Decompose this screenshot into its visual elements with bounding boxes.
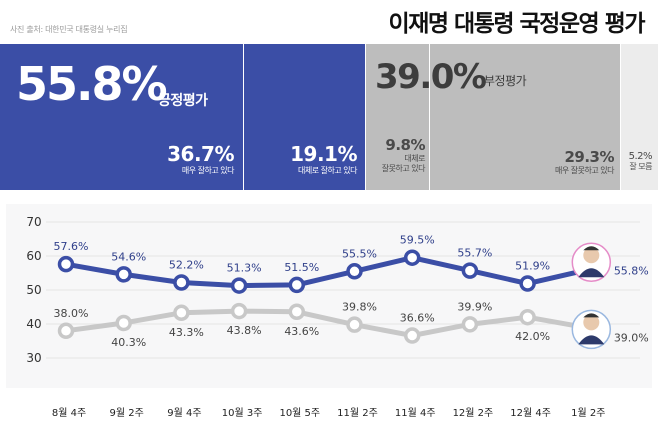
positive-point: [173, 274, 190, 291]
leader-portrait-positive: [571, 242, 612, 283]
positive-data-label: 54.6%: [111, 250, 146, 263]
x-tick-label: 10월 5주: [279, 407, 320, 419]
negative-total-value: 39.0%: [375, 57, 487, 97]
x-tick-label: 11월 2주: [337, 407, 378, 419]
breakdown-somewhat-good: 19.1% 대체로 잘하고 있다: [290, 142, 357, 176]
positive-data-label: 52.2%: [169, 259, 204, 272]
positive-point: [403, 249, 421, 266]
positive-data-label: 51.3%: [227, 262, 262, 275]
breakdown-very-good: 36.7% 매우 잘하고 있다: [167, 142, 234, 176]
negative-data-label: 43.6%: [284, 325, 319, 338]
negative-total-label: 부정평가: [484, 74, 527, 88]
positive-point: [346, 263, 363, 280]
breakdown-label: 대체로: [404, 154, 425, 163]
portrait-hair: [583, 313, 600, 318]
source-caption: 사진 출처: 대한민국 대통령실 누리집: [10, 25, 128, 34]
rating-summary-band: 55.8% 긍정평가 39.0% 부정평가 36.7% 매우 잘하고 있다 19…: [0, 44, 658, 190]
negative-series-line: [63, 308, 588, 339]
negative-data-label: 42.0%: [515, 330, 550, 343]
positive-point: [230, 277, 248, 294]
positive-point: [115, 266, 132, 283]
breakdown-value: 5.2%: [628, 151, 653, 162]
very-good-segment: [0, 44, 243, 190]
negative-point: [461, 316, 479, 333]
breakdown-label: 잘못하고 있다: [381, 164, 426, 173]
breakdown-value: 29.3%: [564, 148, 614, 166]
x-tick-label: 1월 2주: [571, 407, 605, 419]
breakdown-label: 매우 잘하고 있다: [181, 166, 235, 175]
negative-data-label: 39.9%: [457, 300, 492, 313]
dont-know-segment: [621, 44, 658, 190]
negative-point: [230, 302, 248, 320]
positive-data-label: 51.5%: [284, 261, 319, 274]
negative-point: [346, 316, 363, 333]
negative-data-label: 43.3%: [169, 326, 204, 339]
breakdown-value: 19.1%: [290, 142, 357, 166]
negative-point: [173, 304, 190, 322]
breakdown-somewhat-bad: 9.8% 대체로 잘못하고 있다: [381, 136, 426, 174]
breakdown-label: 매우 잘못하고 있다: [555, 166, 614, 175]
y-tick-label: 60: [26, 249, 41, 263]
approval-line-chart: 30 40 50 60 70 8월 4주 9월 2주 9월 4주 10월 3주 10월 5주 11월…: [6, 204, 652, 419]
positive-data-label: 57.6%: [54, 240, 89, 253]
y-tick-label: 40: [26, 317, 41, 331]
portrait-shoulders: [578, 268, 605, 278]
positive-point: [57, 255, 75, 273]
somewhat-bad-segment: [366, 44, 429, 190]
x-tick-label: 9월 2주: [110, 407, 144, 419]
positive-total-value: 55.8%: [16, 57, 168, 111]
breakdown-label: 잘 모름: [629, 162, 652, 171]
somewhat-good-segment: [244, 44, 365, 190]
positive-data-label: 55.5%: [342, 247, 377, 260]
positive-data-label: 51.9%: [515, 260, 550, 273]
y-tick-label: 70: [26, 215, 41, 229]
breakdown-dont-know: 5.2% 잘 모름: [628, 151, 653, 172]
breakdown-value: 9.8%: [385, 136, 425, 154]
positive-point: [519, 275, 536, 292]
negative-point: [288, 303, 306, 321]
page-title: 이재명 대통령 국정운영 평가: [388, 11, 646, 37]
negative-data-label: 43.8%: [227, 324, 262, 337]
portrait-face: [583, 247, 600, 264]
positive-data-label: 55.8%: [614, 264, 649, 277]
y-tick-label: 30: [26, 351, 41, 365]
x-tick-label: 8월 4주: [52, 407, 86, 419]
negative-point: [519, 308, 536, 326]
portrait-hair: [583, 246, 600, 251]
positive-total-label: 긍정평가: [158, 93, 208, 109]
negative-data-label: 36.6%: [400, 312, 435, 325]
x-tick-label: 11월 4주: [395, 407, 436, 419]
breakdown-label: 대체로 잘하고 있다: [298, 166, 357, 175]
negative-data-label: 38.0%: [54, 307, 89, 320]
x-tick-label: 12월 2주: [453, 407, 494, 419]
positive-data-label: 59.5%: [400, 234, 435, 247]
portrait-shoulders: [578, 335, 605, 345]
chart-plot-area: [6, 204, 652, 388]
x-tick-label: 12월 4주: [510, 407, 551, 419]
negative-point: [403, 327, 421, 344]
positive-point: [461, 262, 479, 279]
breakdown-very-bad: 29.3% 매우 잘못하고 있다: [555, 148, 614, 176]
leader-portrait-negative: [571, 309, 612, 350]
positive-data-label: 55.7%: [457, 247, 492, 260]
x-tick-label: 9월 4주: [167, 407, 201, 419]
portrait-face: [583, 314, 600, 331]
very-bad-segment: [430, 44, 620, 190]
negative-point: [57, 322, 75, 340]
negative-point: [115, 314, 132, 332]
positive-series-line: [63, 255, 588, 289]
positive-point: [288, 276, 306, 294]
breakdown-value: 36.7%: [167, 142, 234, 166]
y-tick-label: 50: [26, 283, 41, 297]
negative-data-label: 40.3%: [111, 336, 146, 349]
negative-data-label: 39.8%: [342, 301, 377, 314]
x-tick-label: 10월 3주: [222, 407, 263, 419]
negative-data-label: 39.0%: [614, 331, 649, 344]
